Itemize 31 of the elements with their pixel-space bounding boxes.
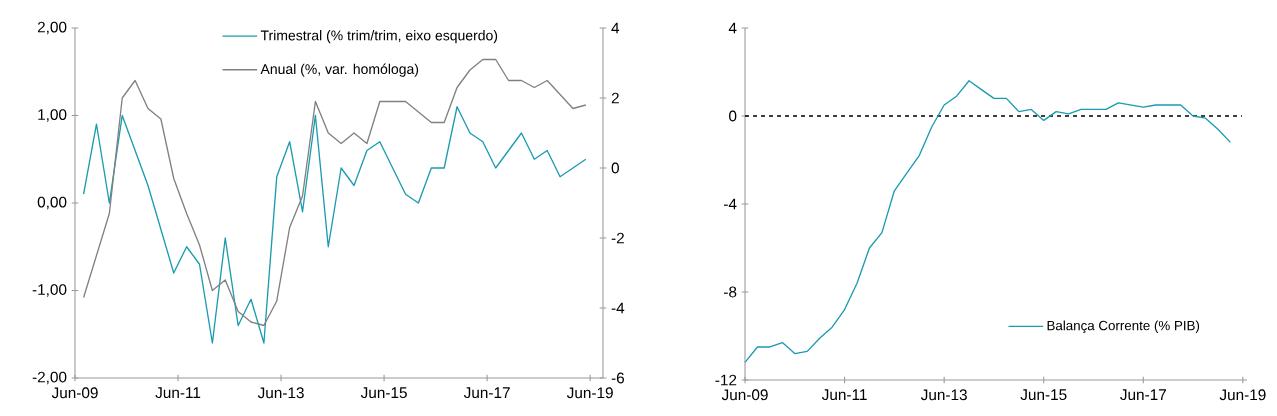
y-tick-label: -4 bbox=[724, 198, 737, 210]
x-tick-label: Jun-11 bbox=[155, 387, 201, 399]
y2-tick-label: -6 bbox=[611, 372, 624, 384]
y-tick-label: -12 bbox=[715, 374, 737, 386]
x-tick-label: Jun-15 bbox=[1020, 389, 1067, 401]
y-tick-label: 4 bbox=[728, 22, 737, 34]
y2-tick-label: -4 bbox=[611, 302, 625, 314]
x-tick-label: Jun-09 bbox=[721, 389, 768, 401]
y2-tick-label: 4 bbox=[611, 22, 620, 34]
x-tick-label: Jun-09 bbox=[51, 387, 98, 399]
y-tick-label: -1,00 bbox=[32, 284, 67, 297]
legend-label: Anual (%, var. homóloga) bbox=[260, 63, 419, 77]
y-tick-label: -8 bbox=[724, 286, 737, 298]
y-tick-label: 0 bbox=[729, 110, 737, 122]
legend-label: Balança Corrente (% PIB) bbox=[1047, 320, 1200, 333]
y2-tick-label: -2 bbox=[611, 232, 624, 244]
x-tick-label: Jun-17 bbox=[1120, 389, 1166, 401]
y-tick-label: 2,00 bbox=[37, 21, 67, 35]
x-tick-label: Jun-15 bbox=[360, 387, 407, 399]
x-tick-label: Jun-11 bbox=[821, 389, 867, 401]
y2-tick-label: 0 bbox=[611, 162, 619, 174]
y-tick-label: 1,00 bbox=[38, 109, 67, 122]
x-tick-label: Jun-13 bbox=[920, 389, 967, 401]
x-tick-label: Jun-13 bbox=[257, 387, 304, 399]
x-tick-label: Jun-17 bbox=[463, 387, 510, 399]
x-tick-label: Jun-19 bbox=[566, 387, 613, 399]
y2-tick-label: 2 bbox=[611, 92, 619, 104]
y-tick-label: -2,00 bbox=[32, 371, 67, 385]
y-tick-label: 0,00 bbox=[37, 196, 67, 210]
x-tick-label: Jun-19 bbox=[1219, 389, 1266, 401]
legend-label: Trimestral (% trim/trim, eixo esquerdo) bbox=[260, 30, 498, 44]
